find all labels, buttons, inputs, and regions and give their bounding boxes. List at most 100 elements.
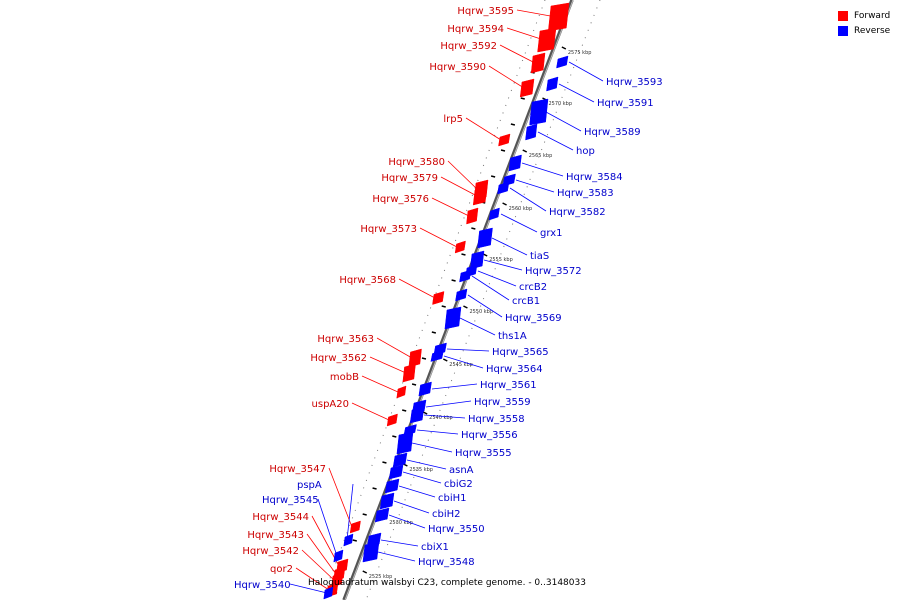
forward-gene-label: Hqrw_3542 — [242, 546, 299, 557]
forward-gene-lrp5 — [498, 133, 511, 147]
reverse-gene-leader — [500, 213, 538, 233]
forward-gene-label: Hqrw_3580 — [388, 157, 445, 168]
reverse-swatch — [838, 25, 848, 36]
reverse-gene-Hqrw_3558 — [409, 406, 425, 424]
forward-gene-label: Hqrw_3547 — [269, 464, 326, 475]
forward-gene-label: lrp5 — [443, 114, 463, 125]
reverse-gene-leader — [459, 317, 496, 336]
reverse-gene-leader — [568, 61, 604, 82]
forward-gene-leader — [499, 44, 536, 64]
forward-gene-leader — [506, 27, 545, 41]
minor-tick — [431, 331, 437, 334]
tick-label: 2570 kbp — [548, 101, 572, 107]
reverse-gene-Hqrw_3556 — [403, 424, 417, 436]
reverse-gene-asnA — [392, 452, 408, 468]
reverse-gene-hop — [525, 123, 538, 141]
tick-label: 2565 kbp — [529, 153, 553, 159]
reverse-gene-leader — [467, 294, 503, 318]
reverse-gene-pspA — [343, 533, 354, 547]
tick-label: 2545 kbp — [449, 362, 473, 368]
forward-gene-label: Hqrw_3576 — [372, 194, 429, 205]
reverse-gene-leader — [425, 400, 472, 408]
reverse-gene-label: Hqrw_3569 — [505, 313, 562, 324]
minor-tick — [490, 175, 496, 178]
reverse-gene-grx1 — [488, 207, 500, 221]
reverse-gene-label: Hqrw_3564 — [486, 364, 543, 375]
minor-tick — [421, 357, 427, 360]
reverse-gene-cbiH2 — [379, 492, 395, 510]
reverse-gene-ths1A — [444, 306, 462, 330]
reverse-gene-label: Hqrw_3591 — [597, 98, 654, 109]
reverse-gene-leader — [423, 414, 466, 419]
reverse-gene-label: Hqrw_3582 — [549, 207, 606, 218]
forward-gene-label: mobB — [330, 372, 359, 383]
reverse-gene-label: Hqrw_3545 — [262, 495, 319, 506]
tick-mark — [522, 149, 528, 153]
tick-label: 2555 kbp — [489, 257, 513, 263]
reverse-gene-leader — [443, 355, 484, 369]
forward-gene-leader — [376, 337, 413, 359]
forward-gene-Hqrw_3579 — [472, 186, 488, 206]
reverse-gene-Hqrw_3572 — [469, 250, 485, 270]
forward-gene-label: Hqrw_3595 — [457, 6, 514, 17]
reverse-gene-leader — [346, 483, 354, 541]
forward-gene-uspA20 — [386, 413, 398, 427]
forward-gene-Hqrw_3590 — [519, 78, 535, 98]
minor-tick — [352, 539, 357, 542]
forward-gene-Hqrw_3594 — [537, 27, 557, 53]
forward-swatch — [838, 10, 848, 21]
forward-gene-leader — [306, 533, 337, 575]
reverse-gene-tiaS — [477, 227, 493, 249]
forward-gene-leader — [398, 278, 436, 299]
reverse-gene-leader — [317, 498, 338, 557]
forward-gene-Hqrw_3568 — [432, 291, 445, 305]
reverse-gene-leader — [398, 485, 436, 498]
minor-tick — [500, 149, 506, 152]
reverse-gene-label: tiaS — [530, 251, 549, 262]
reverse-gene-leader — [289, 583, 328, 594]
forward-gene-label: Hqrw_3544 — [252, 512, 309, 523]
reverse-gene-Hqrw_3569 — [455, 288, 468, 302]
reverse-gene-label: Hqrw_3548 — [418, 557, 475, 568]
reverse-gene-label: Hqrw_3550 — [428, 524, 485, 535]
minor-tick — [392, 435, 397, 438]
minor-tick — [510, 123, 516, 126]
reverse-gene-Hqrw_3591 — [546, 76, 559, 92]
reverse-gene-Hqrw_3564 — [430, 350, 444, 362]
reverse-gene-cbiG2 — [388, 464, 404, 480]
forward-gene-leader — [431, 197, 470, 217]
forward-gene-Hqrw_3562 — [402, 363, 416, 383]
reverse-gene-label: Hqrw_3559 — [474, 397, 531, 408]
forward-gene-leader — [301, 549, 335, 581]
reverse-gene-leader — [521, 162, 564, 177]
tick-mark — [561, 46, 567, 50]
reverse-gene-label: crcB1 — [512, 296, 540, 307]
legend-label-forward: Forward — [854, 10, 891, 21]
forward-gene-leader — [516, 9, 557, 18]
minor-tick — [402, 409, 407, 412]
forward-gene-Hqrw_3576 — [466, 207, 479, 225]
reverse-gene-label: cbiX1 — [421, 542, 449, 553]
reverse-gene-label: cbiH2 — [432, 509, 461, 520]
reverse-gene-label: cbiH1 — [438, 493, 467, 504]
tick-label: 2575 kbp — [568, 50, 592, 56]
reverse-gene-label: Hqrw_3583 — [557, 188, 614, 199]
tick-label: 2530 kbp — [389, 520, 413, 526]
minor-tick — [382, 461, 387, 464]
tick-label: 2540 kbp — [429, 415, 453, 421]
reverse-gene-label: crcB2 — [519, 282, 547, 293]
forward-gene-label: Hqrw_3562 — [310, 353, 367, 364]
reverse-gene-Hqrw_3584 — [508, 154, 522, 172]
reverse-gene-leader — [446, 348, 490, 352]
minor-tick — [362, 513, 367, 516]
forward-gene-label: Hqrw_3592 — [440, 41, 497, 52]
reverse-gene-crcB1 — [459, 269, 472, 283]
reverse-gene-leader — [416, 429, 459, 435]
minor-tick — [461, 253, 466, 256]
reverse-gene-label: hop — [576, 146, 595, 157]
reverse-gene-leader — [406, 459, 447, 470]
reverse-gene-Hqrw_3550 — [374, 507, 390, 523]
reverse-gene-label: asnA — [449, 465, 474, 476]
reverse-gene-Hqrw_3582 — [497, 181, 510, 195]
